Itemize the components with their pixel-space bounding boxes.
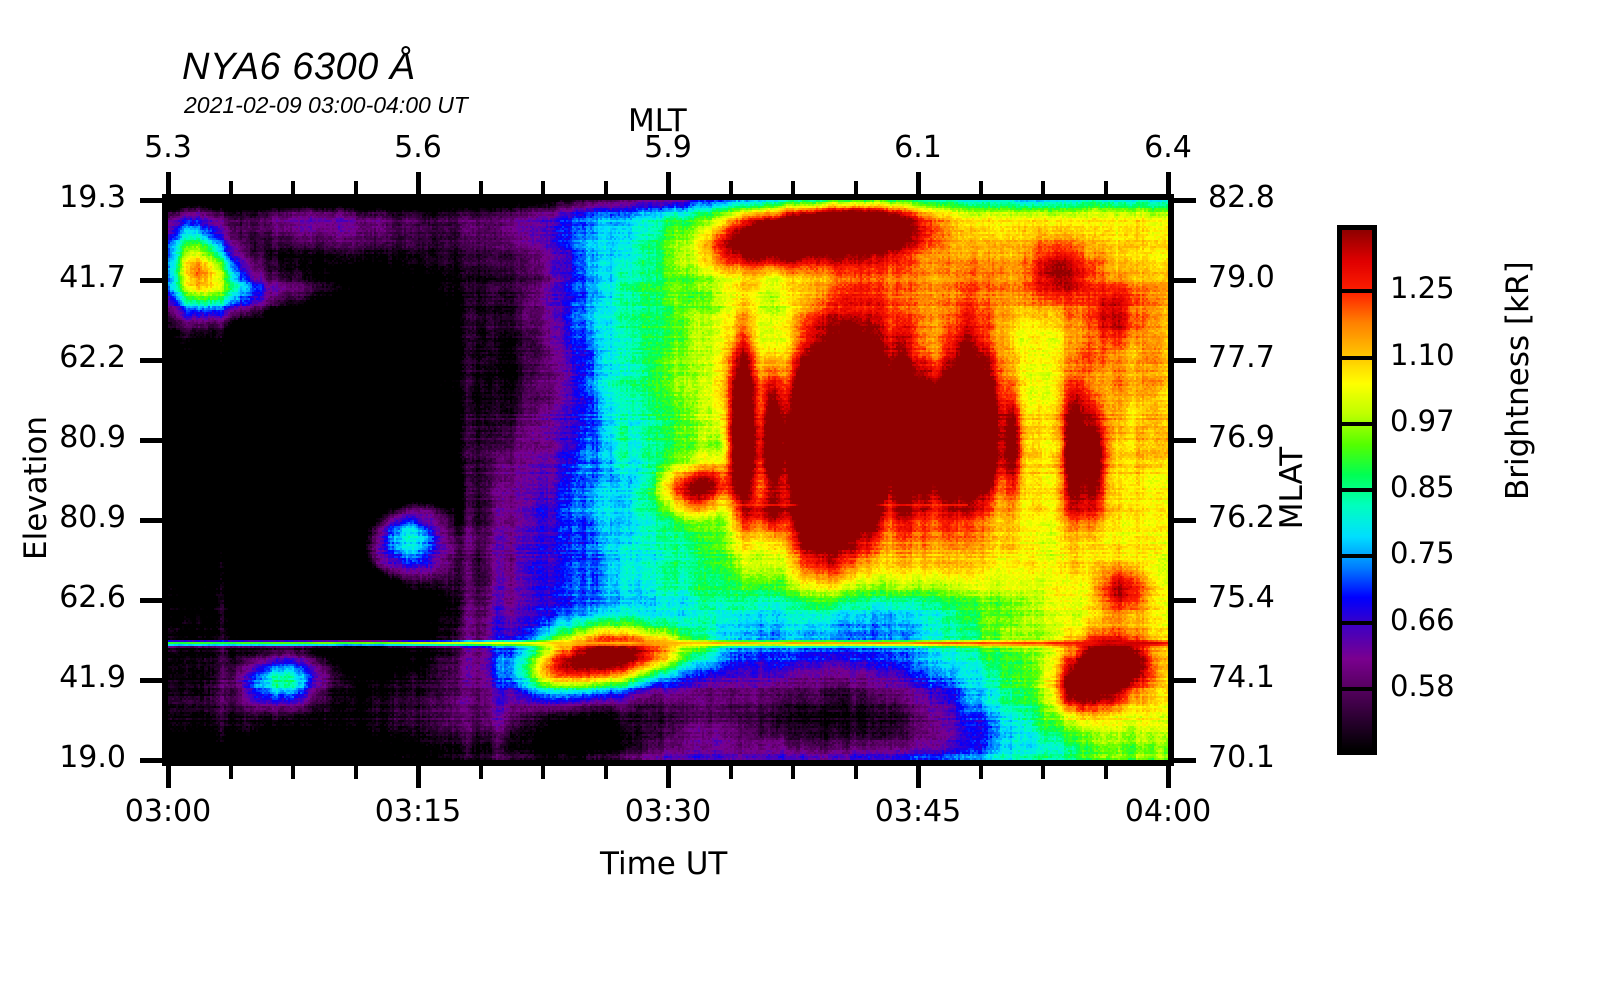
mlt-tick-minor-3-2 [1041, 181, 1045, 194]
page-subtitle: 2021-02-09 03:00-04:00 UT [184, 92, 468, 118]
x-tick-minor-2-1 [728, 766, 733, 779]
mlt-tick-minor-2-3 [853, 181, 858, 194]
y-tick-label-6: 41.9 [59, 660, 126, 695]
y2-tick-label-1: 79.0 [1208, 260, 1275, 295]
mlt-tick-label-0: 5.3 [144, 130, 192, 165]
y2-tick-0 [1174, 197, 1196, 203]
colorbar-tick-label-2: 0.97 [1390, 403, 1455, 438]
y2-tick-2 [1174, 357, 1196, 363]
colorbar-tick-label-4: 0.75 [1390, 536, 1455, 571]
y2-tick-label-4: 76.2 [1208, 500, 1275, 535]
x-tick-minor-2-2 [791, 766, 795, 779]
x-tick-minor-3-1 [978, 766, 983, 779]
y-tick-label-1: 41.7 [59, 260, 126, 295]
y2-tick-label-3: 76.9 [1208, 420, 1275, 455]
y2-tick-label-7: 70.1 [1208, 740, 1275, 775]
mlt-tick-minor-2-2 [791, 181, 795, 194]
mlt-tick-label-2: 5.9 [644, 130, 692, 165]
mlt-tick-minor-2-1 [728, 181, 733, 194]
y-tick-6 [140, 677, 162, 683]
y-tick-label-2: 62.2 [59, 340, 126, 375]
y-tick-1 [140, 277, 162, 283]
y2-tick-label-6: 74.1 [1208, 660, 1275, 695]
colorbar-segment-divider-6 [1337, 620, 1377, 625]
mlt-tick-major-4 [1165, 172, 1171, 194]
colorbar-segment-divider-1 [1337, 289, 1377, 294]
x-tick-label-1: 03:15 [374, 794, 462, 829]
y2-tick-7 [1174, 757, 1196, 763]
y-tick-label-5: 62.6 [59, 580, 126, 615]
y-tick-label-0: 19.3 [59, 180, 126, 215]
mlt-tick-minor-1-1 [478, 181, 483, 194]
x-tick-minor-2-3 [853, 766, 858, 779]
x-tick-label-4: 04:00 [1124, 794, 1212, 829]
y2-tick-1 [1174, 277, 1196, 283]
colorbar-title: Brightness [kR] [1500, 261, 1536, 500]
x-tick-major-1 [415, 766, 421, 788]
x-tick-minor-1-3 [603, 766, 608, 779]
x-tick-minor-1-1 [478, 766, 483, 779]
y2-tick-5 [1174, 597, 1196, 603]
x-tick-label-0: 03:00 [124, 794, 212, 829]
colorbar-tick-label-1: 1.10 [1390, 337, 1455, 372]
y-tick-7 [140, 757, 162, 763]
x-tick-major-0 [165, 766, 171, 788]
x-tick-label-3: 03:45 [874, 794, 962, 829]
colorbar-segment-divider-2 [1337, 355, 1377, 360]
x-tick-minor-0-2 [291, 766, 295, 779]
right-axis-title-mlat: MLAT [1274, 446, 1310, 530]
left-axis-title-elevation: Elevation [18, 416, 54, 560]
mlt-tick-minor-1-2 [541, 181, 545, 194]
page-title: NYA6 6300 Å [182, 46, 416, 88]
x-tick-minor-3-3 [1103, 766, 1108, 779]
top-axis-title-mlt: MLT [628, 103, 687, 139]
mlt-tick-minor-0-3 [353, 181, 358, 194]
x-tick-minor-1-2 [541, 766, 545, 779]
mlt-tick-label-3: 6.1 [894, 130, 942, 165]
x-tick-major-4 [1165, 766, 1171, 788]
colorbar-segment-divider-5 [1337, 554, 1377, 559]
x-tick-minor-0-3 [353, 766, 358, 779]
y2-tick-label-0: 82.8 [1208, 180, 1275, 215]
mlt-tick-minor-3-1 [978, 181, 983, 194]
bottom-axis-title-time: Time UT [600, 846, 728, 882]
x-tick-major-3 [915, 766, 921, 788]
y-tick-label-7: 19.0 [59, 740, 126, 775]
colorbar-tick-label-3: 0.85 [1390, 470, 1455, 504]
colorbar-segment-divider-4 [1337, 488, 1377, 492]
mlt-tick-minor-0-1 [228, 181, 233, 194]
x-tick-major-2 [665, 766, 671, 788]
x-tick-minor-3-2 [1041, 766, 1045, 779]
y-tick-0 [140, 197, 162, 203]
y-tick-3 [140, 437, 162, 443]
mlt-tick-label-4: 6.4 [1144, 130, 1192, 165]
mlt-tick-major-2 [665, 172, 671, 194]
colorbar-segment-divider-3 [1337, 421, 1377, 426]
mlt-tick-minor-1-3 [603, 181, 608, 194]
y2-tick-label-5: 75.4 [1208, 580, 1275, 615]
y-tick-2 [140, 357, 162, 363]
keogram-heatmap [168, 200, 1168, 760]
mlt-tick-major-1 [415, 172, 421, 194]
y2-tick-4 [1174, 517, 1196, 523]
y-tick-4 [140, 517, 162, 523]
mlt-tick-label-1: 5.6 [394, 130, 442, 165]
colorbar-tick-label-6: 0.58 [1390, 668, 1455, 703]
colorbar-tick-label-0: 1.25 [1390, 271, 1455, 306]
mlt-tick-minor-3-3 [1103, 181, 1108, 194]
mlt-tick-major-0 [165, 172, 171, 194]
y2-tick-6 [1174, 677, 1196, 683]
y-tick-5 [140, 597, 162, 603]
colorbar-tick-label-5: 0.66 [1390, 602, 1455, 637]
colorbar-segment-divider-7 [1337, 686, 1377, 691]
y2-tick-3 [1174, 437, 1196, 443]
y-tick-label-4: 80.9 [59, 500, 126, 535]
x-tick-minor-0-1 [228, 766, 233, 779]
x-tick-label-2: 03:30 [624, 794, 712, 829]
y2-tick-label-2: 77.7 [1208, 340, 1275, 375]
mlt-tick-major-3 [915, 172, 921, 194]
mlt-tick-minor-0-2 [291, 181, 295, 194]
y-tick-label-3: 80.9 [59, 420, 126, 455]
